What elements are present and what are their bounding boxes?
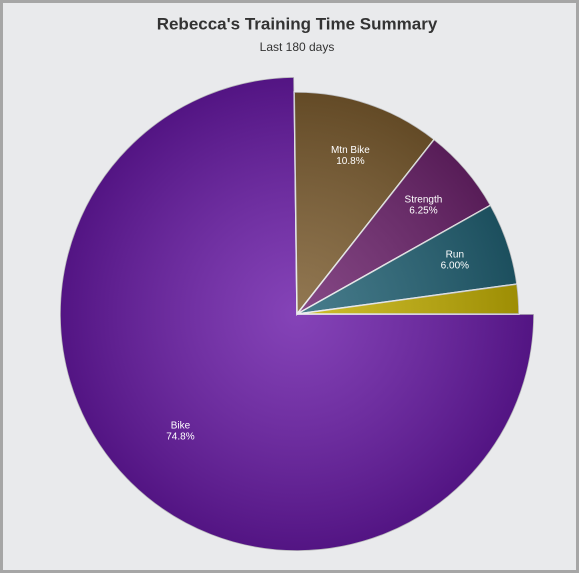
slice-value-label: 6.25% — [409, 205, 437, 216]
chart-title: Rebecca's Training Time Summary — [157, 14, 438, 33]
chart-subtitle: Last 180 days — [260, 40, 335, 54]
slice-label: Run — [446, 250, 464, 261]
slice-value-label: 10.8% — [336, 156, 364, 167]
slice-value-label: 6.00% — [441, 261, 469, 272]
slice-value-label: 74.8% — [166, 432, 194, 443]
slice-label: Bike — [171, 421, 191, 432]
slice-label: Mtn Bike — [331, 145, 370, 156]
slice-label: Strength — [405, 194, 443, 205]
